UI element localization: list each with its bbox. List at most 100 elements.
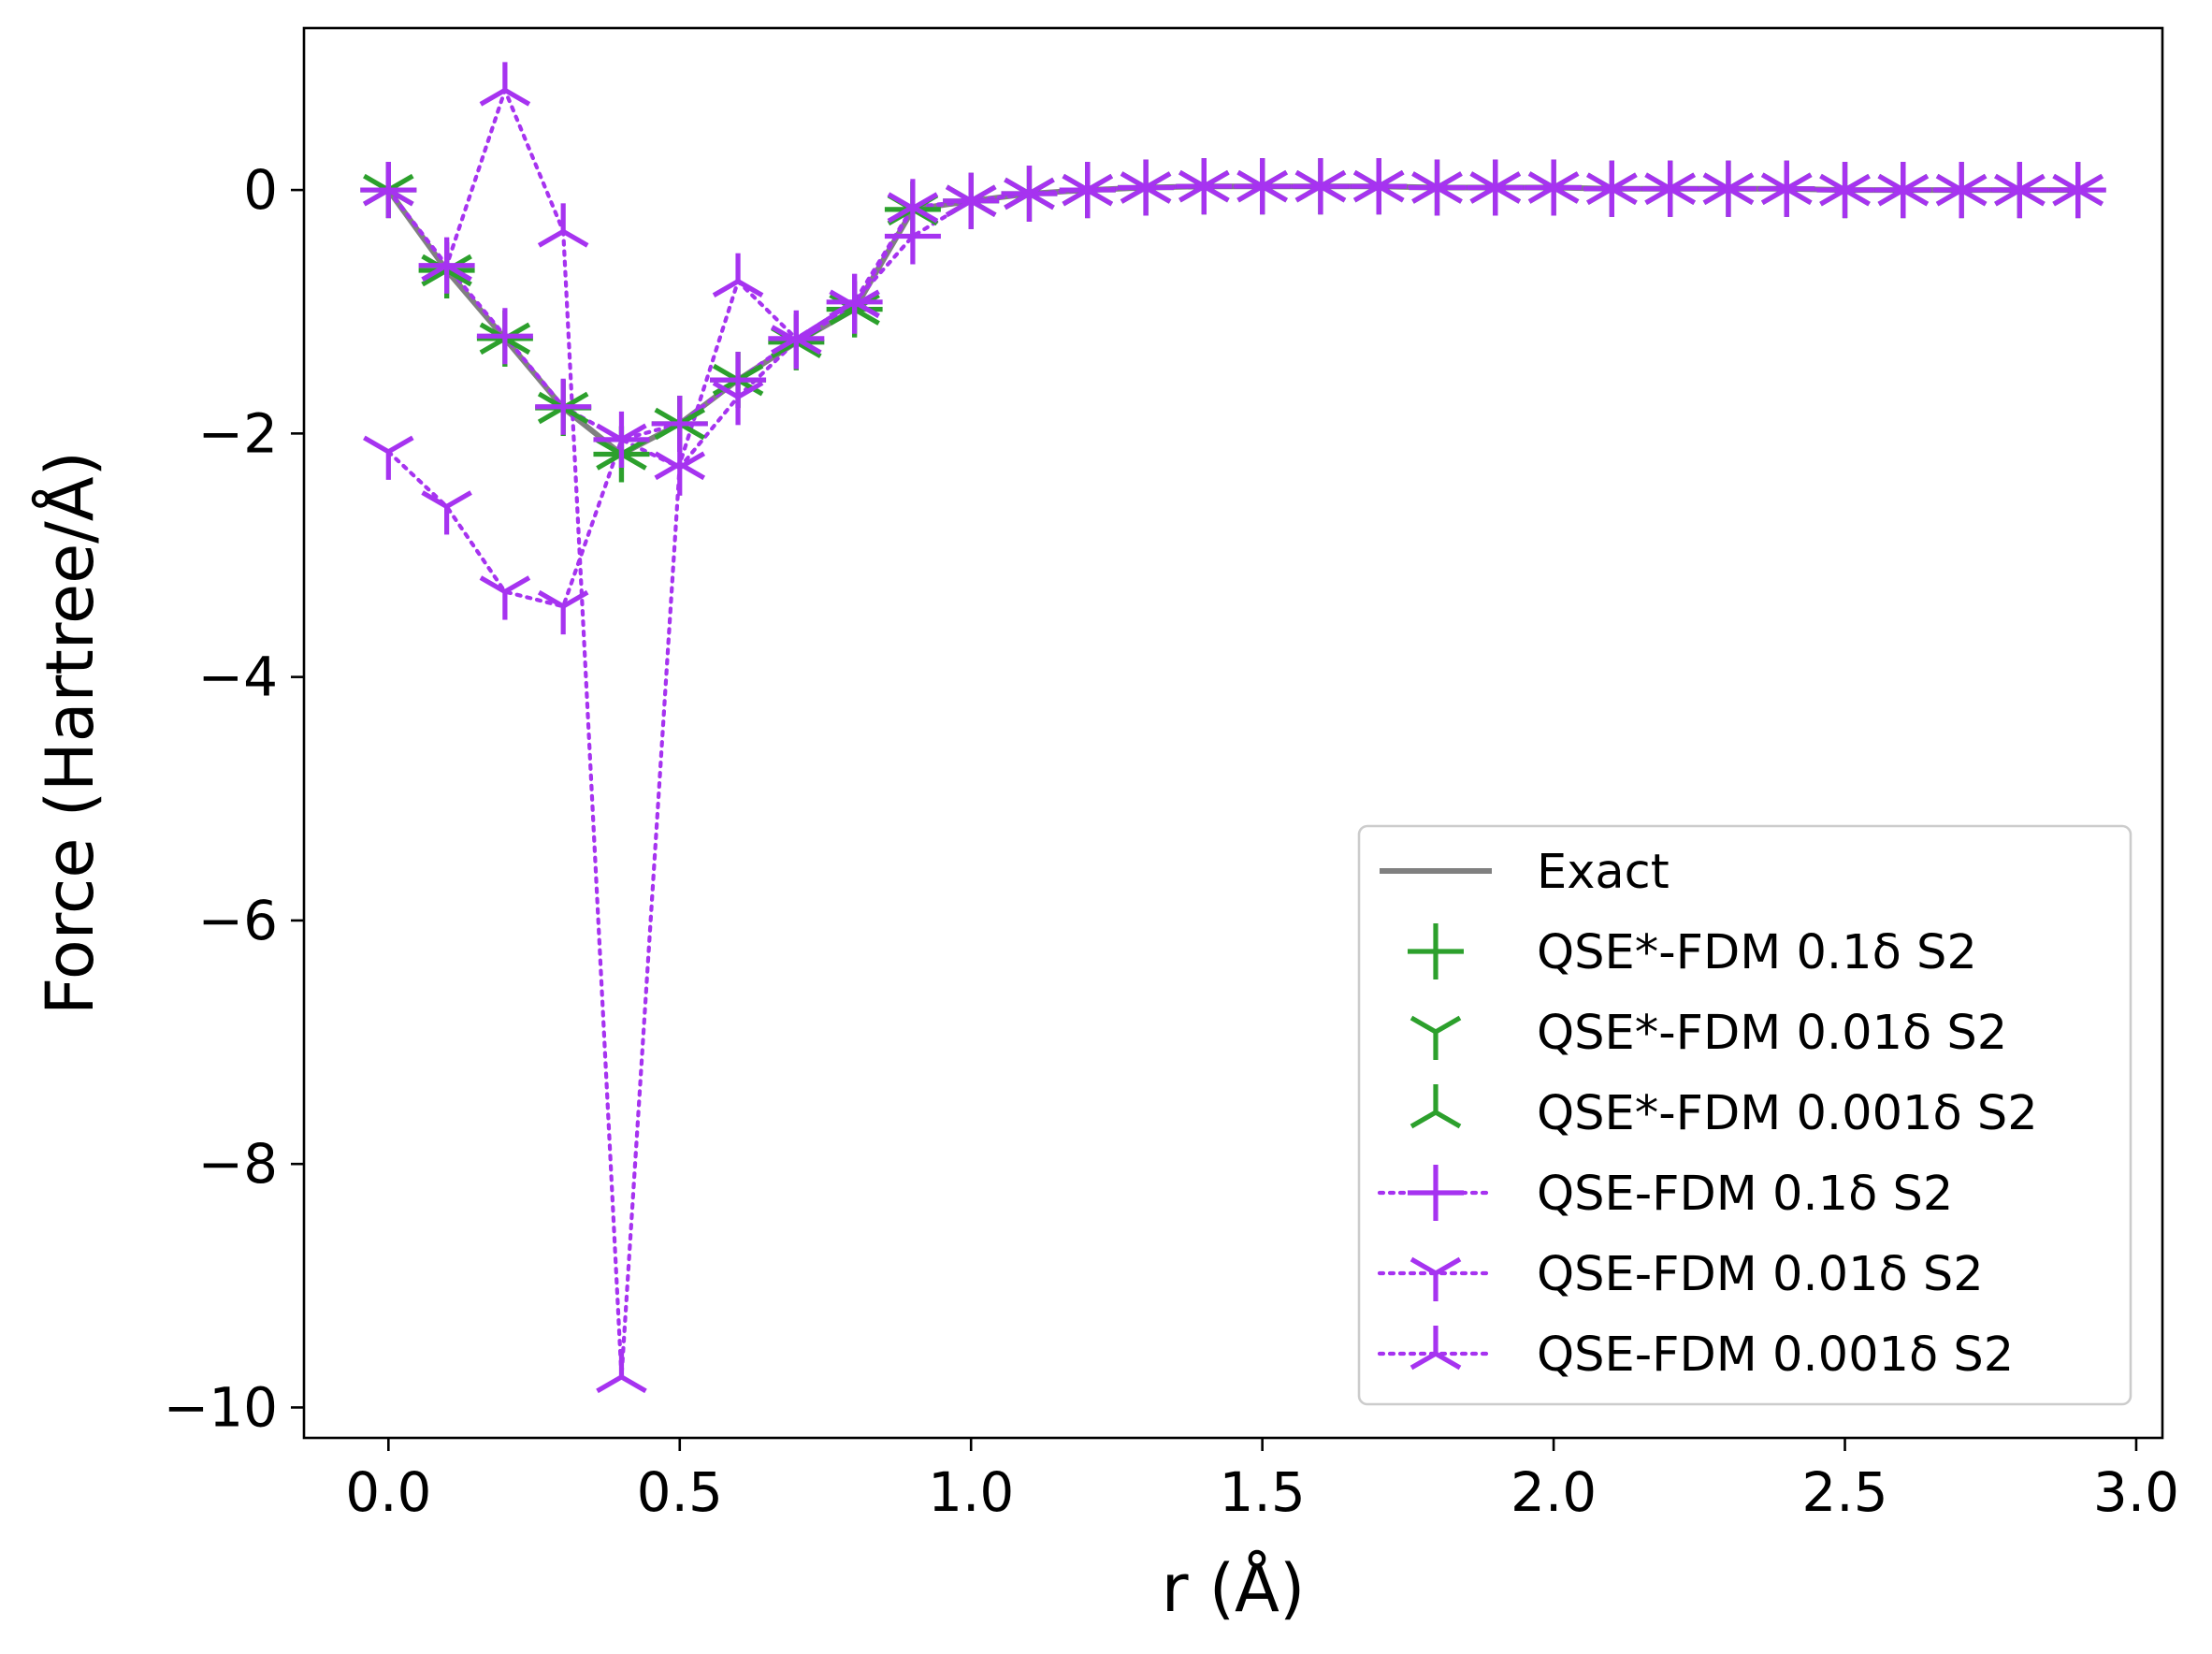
data-point-tri_up <box>1586 160 1638 206</box>
data-point-tri_down <box>537 589 589 635</box>
data-point-tri_down <box>1644 172 1696 217</box>
data-point-tri_down <box>1004 177 1055 222</box>
data-point-tri_down <box>1410 1256 1462 1301</box>
y-axis: 0 −2 −4 −6 −8 −10 <box>164 158 304 1439</box>
data-point-tri_up <box>1236 158 1288 203</box>
data-point-tri_up <box>654 435 706 481</box>
data-point-tri_down <box>1294 169 1347 215</box>
data-point-tri_down <box>887 192 939 237</box>
data-point-tri_down <box>1935 173 1988 219</box>
legend: Exact QSE*-FDM 0.1δ S2 QSE*-FDM 0.01δ S2 QS… <box>1357 824 2132 1406</box>
data-point-tri_up <box>363 162 414 207</box>
x-axis: 0.0 0.5 1.0 1.5 2.0 2.5 3.0 <box>345 1438 2179 1524</box>
data-point-tri_up <box>1178 158 1230 203</box>
legend-entry: QSE*-FDM 0.01δ S2 <box>1410 1006 2007 1061</box>
data-point-tri_down <box>1877 173 1930 219</box>
data-point-tri_down <box>1469 171 1522 216</box>
data-point-tri_up <box>1062 162 1114 207</box>
x-tick-label: 2.5 <box>1801 1460 1887 1524</box>
data-point-tri_up <box>1120 159 1172 204</box>
data-point-tri_down <box>1352 169 1405 215</box>
data-point-tri_down <box>421 490 472 535</box>
data-point-tri_up <box>596 1348 647 1394</box>
legend-label: QSE-FDM 0.001δ S2 <box>1537 1328 2014 1383</box>
legend-entry: QSE-FDM 0.001δ S2 <box>1377 1326 2014 1383</box>
y-tick-label: −4 <box>198 646 279 709</box>
legend-entry: QSE-FDM 0.1δ S2 <box>1377 1165 1953 1222</box>
x-tick-label: 1.0 <box>928 1460 1014 1524</box>
data-point-tri_up <box>1410 1084 1462 1129</box>
data-point-tri_up <box>1877 162 1930 207</box>
data-point-tri_up <box>1411 159 1463 204</box>
data-point-tri_up <box>887 179 939 224</box>
legend-label: QSE*-FDM 0.01δ S2 <box>1537 1006 2007 1061</box>
data-point-tri_down <box>1702 172 1755 217</box>
data-point-tri_down <box>363 435 414 480</box>
legend-label: QSE*-FDM 0.1δ S2 <box>1537 925 1977 980</box>
data-point-tri_up <box>712 253 764 297</box>
legend-entry: QSE*-FDM 0.1δ S2 <box>1408 923 1977 980</box>
data-point-tri_down <box>1120 171 1172 216</box>
x-tick-label: 0.0 <box>345 1460 431 1524</box>
series-4 <box>386 184 2080 442</box>
y-tick-label: −2 <box>198 401 279 465</box>
series-layer <box>360 62 2106 1394</box>
data-point-tri_down <box>2052 173 2104 219</box>
series-markers-5 <box>363 169 2104 635</box>
data-point-tri_up <box>945 172 997 218</box>
data-point-tri_up <box>1294 158 1347 203</box>
data-point-tri_down <box>945 184 997 229</box>
data-point-tri_down <box>1410 1015 1462 1060</box>
legend-entry: Exact <box>1380 845 1670 900</box>
data-point-plus <box>476 308 533 365</box>
data-point-tri_up <box>1469 159 1522 204</box>
data-point-tri_up <box>1352 158 1405 203</box>
plot-frame <box>302 26 2164 1440</box>
data-point-tri_up <box>1004 165 1055 210</box>
data-point-tri_down <box>1411 171 1463 216</box>
y-tick-label: 0 <box>243 158 278 222</box>
y-tick-label: −10 <box>164 1375 278 1439</box>
y-tick-label: −8 <box>198 1132 279 1196</box>
data-point-tri_up <box>1702 160 1755 206</box>
data-point-tri_up <box>537 203 589 248</box>
data-point-tri_up <box>1819 162 1871 207</box>
data-point-tri_down <box>1178 169 1230 215</box>
data-point-tri_up <box>479 62 531 107</box>
series-line <box>386 184 2080 442</box>
legend-label: QSE-FDM 0.1δ S2 <box>1537 1167 1953 1222</box>
series-markers-6 <box>363 62 2104 1394</box>
data-point-tri_up <box>1760 160 1813 206</box>
legend-box <box>1357 824 2132 1406</box>
legend-label: Exact <box>1537 845 1670 900</box>
plot-area <box>360 62 2106 1394</box>
data-point-tri_up <box>1527 159 1580 204</box>
data-point-tri_up <box>421 237 472 283</box>
data-point-tri_down <box>712 381 764 426</box>
data-point-tri_down <box>1236 169 1288 215</box>
data-point-tri_down <box>1819 173 1871 219</box>
data-point-plus <box>535 378 592 435</box>
data-point-tri_up <box>1410 1326 1462 1371</box>
y-tick-label: −6 <box>198 889 279 952</box>
data-point-tri_down <box>1062 173 1114 219</box>
data-point-tri_down <box>1586 172 1638 217</box>
legend-entry: QSE-FDM 0.01δ S2 <box>1377 1247 1984 1302</box>
data-point-tri_up <box>1994 162 2046 207</box>
data-point-tri_down <box>1760 172 1813 217</box>
legend-label: QSE*-FDM 0.001δ S2 <box>1537 1086 2038 1141</box>
legend-entry: QSE*-FDM 0.001δ S2 <box>1410 1084 2038 1141</box>
x-tick-label: 1.5 <box>1220 1460 1306 1524</box>
data-point-plus <box>1408 923 1464 979</box>
x-axis-label: r (Å) <box>1162 1550 1306 1627</box>
y-axis-label: Force (Hartree/Å) <box>32 451 108 1015</box>
data-point-tri_down <box>1994 173 2046 219</box>
data-point-tri_down <box>1527 171 1580 216</box>
data-point-tri_down <box>596 423 647 468</box>
data-point-plus <box>1408 1165 1464 1221</box>
x-tick-label: 3.0 <box>2093 1460 2179 1524</box>
data-point-tri_up <box>1644 160 1696 206</box>
data-point-tri_up <box>2052 162 2104 207</box>
data-point-tri_up <box>1935 162 1988 207</box>
